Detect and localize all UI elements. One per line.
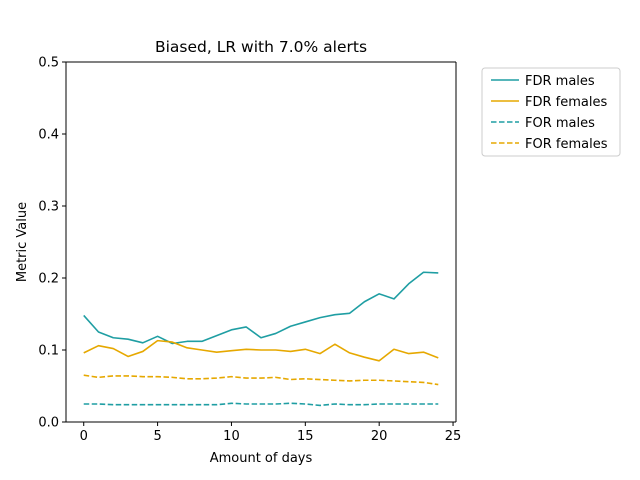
legend-box bbox=[481, 67, 621, 157]
series-line-for-females bbox=[83, 374, 439, 386]
x-tick-label: 15 bbox=[297, 429, 314, 444]
x-axis-label: Amount of days bbox=[210, 451, 313, 466]
x-tick-label: 20 bbox=[371, 429, 388, 444]
y-tick-label: 0.0 bbox=[38, 416, 59, 431]
legend-label-fdr-males: FDR males bbox=[525, 74, 595, 89]
legend: FDR males FDR females FOR males FOR fema… bbox=[481, 67, 621, 157]
series-line-for-males bbox=[83, 402, 439, 407]
series-line-fdr-females bbox=[83, 339, 439, 362]
x-ticks: 0 5 10 15 20 25 bbox=[80, 422, 462, 444]
plot-area bbox=[66, 62, 456, 422]
legend-label-for-males: FOR males bbox=[525, 116, 595, 131]
x-tick-label: 5 bbox=[153, 429, 161, 444]
y-tick-label: 0.2 bbox=[38, 272, 59, 287]
y-ticks: 0.0 0.1 0.2 0.3 0.4 0.5 bbox=[38, 56, 66, 431]
y-tick-label: 0.1 bbox=[38, 344, 59, 359]
legend-label-for-females: FOR females bbox=[525, 137, 608, 152]
y-tick-label: 0.4 bbox=[38, 128, 59, 143]
x-tick-label: 10 bbox=[223, 429, 240, 444]
x-tick-label: 0 bbox=[80, 429, 88, 444]
y-tick-label: 0.5 bbox=[38, 56, 59, 71]
y-tick-label: 0.3 bbox=[38, 200, 59, 215]
y-axis-label: Metric Value bbox=[15, 202, 30, 282]
series-line-fdr-males bbox=[83, 271, 439, 345]
chart-title: Biased, LR with 7.0% alerts bbox=[155, 38, 367, 56]
legend-label-fdr-females: FDR females bbox=[525, 95, 607, 110]
series-layer bbox=[83, 271, 439, 407]
x-tick-label: 25 bbox=[445, 429, 462, 444]
